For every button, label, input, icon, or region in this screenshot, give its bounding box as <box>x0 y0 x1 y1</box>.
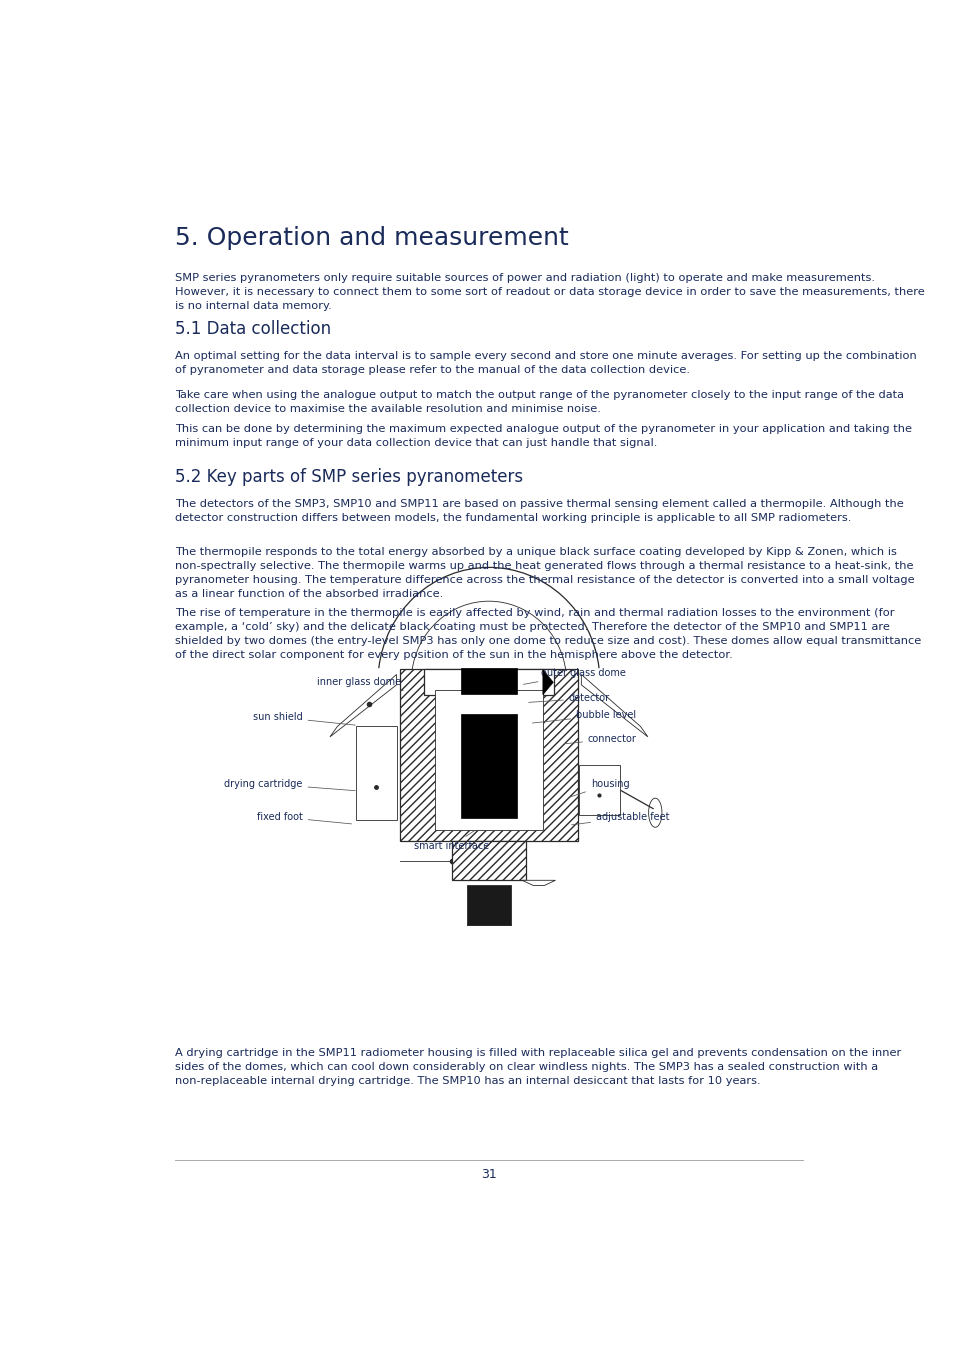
Text: SMP series pyranometers only require suitable sources of power and radiation (li: SMP series pyranometers only require sui… <box>174 273 923 312</box>
Polygon shape <box>542 670 553 695</box>
Polygon shape <box>580 675 647 737</box>
Text: 5. Operation and measurement: 5. Operation and measurement <box>174 227 568 251</box>
Text: inner glass dome: inner glass dome <box>317 676 403 691</box>
Bar <box>424 670 553 695</box>
Bar <box>452 841 525 880</box>
Text: adjustable feet: adjustable feet <box>571 811 669 825</box>
Text: sun shield: sun shield <box>253 711 355 725</box>
Text: A drying cartridge in the SMP11 radiometer housing is filled with replaceable si: A drying cartridge in the SMP11 radiomet… <box>174 1048 900 1085</box>
Bar <box>355 726 396 819</box>
Bar <box>435 690 542 830</box>
Bar <box>400 670 577 841</box>
Bar <box>460 714 517 818</box>
Text: outer glass dome: outer glass dome <box>523 668 625 684</box>
Text: The thermopile responds to the total energy absorbed by a unique black surface c: The thermopile responds to the total ene… <box>174 547 913 598</box>
Text: detector: detector <box>528 694 609 703</box>
Text: smart interface: smart interface <box>414 830 489 850</box>
Text: fixed foot: fixed foot <box>256 811 352 824</box>
Text: An optimal setting for the data interval is to sample every second and store one: An optimal setting for the data interval… <box>174 351 916 375</box>
Text: housing: housing <box>569 779 629 798</box>
Text: bubble level: bubble level <box>532 710 636 724</box>
Text: 31: 31 <box>480 1168 497 1181</box>
Text: 5.2 Key parts of SMP series pyranometers: 5.2 Key parts of SMP series pyranometers <box>174 467 522 486</box>
Bar <box>460 668 517 694</box>
Text: The detectors of the SMP3, SMP10 and SMP11 are based on passive thermal sensing : The detectors of the SMP3, SMP10 and SMP… <box>174 498 902 522</box>
Bar <box>466 886 511 925</box>
Text: connector: connector <box>563 734 637 744</box>
Text: 5.1 Data collection: 5.1 Data collection <box>174 320 331 338</box>
Text: This can be done by determining the maximum expected analogue output of the pyra: This can be done by determining the maxi… <box>174 424 911 448</box>
Polygon shape <box>330 675 396 737</box>
Polygon shape <box>521 880 555 886</box>
Bar <box>578 765 619 815</box>
Text: drying cartridge: drying cartridge <box>224 779 355 791</box>
Text: Take care when using the analogue output to match the output range of the pyrano: Take care when using the analogue output… <box>174 390 902 413</box>
Text: The rise of temperature in the thermopile is easily affected by wind, rain and t: The rise of temperature in the thermopil… <box>174 608 920 660</box>
